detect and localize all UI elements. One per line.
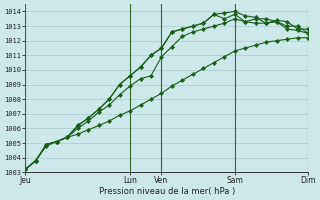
X-axis label: Pression niveau de la mer( hPa ): Pression niveau de la mer( hPa ) bbox=[99, 187, 235, 196]
